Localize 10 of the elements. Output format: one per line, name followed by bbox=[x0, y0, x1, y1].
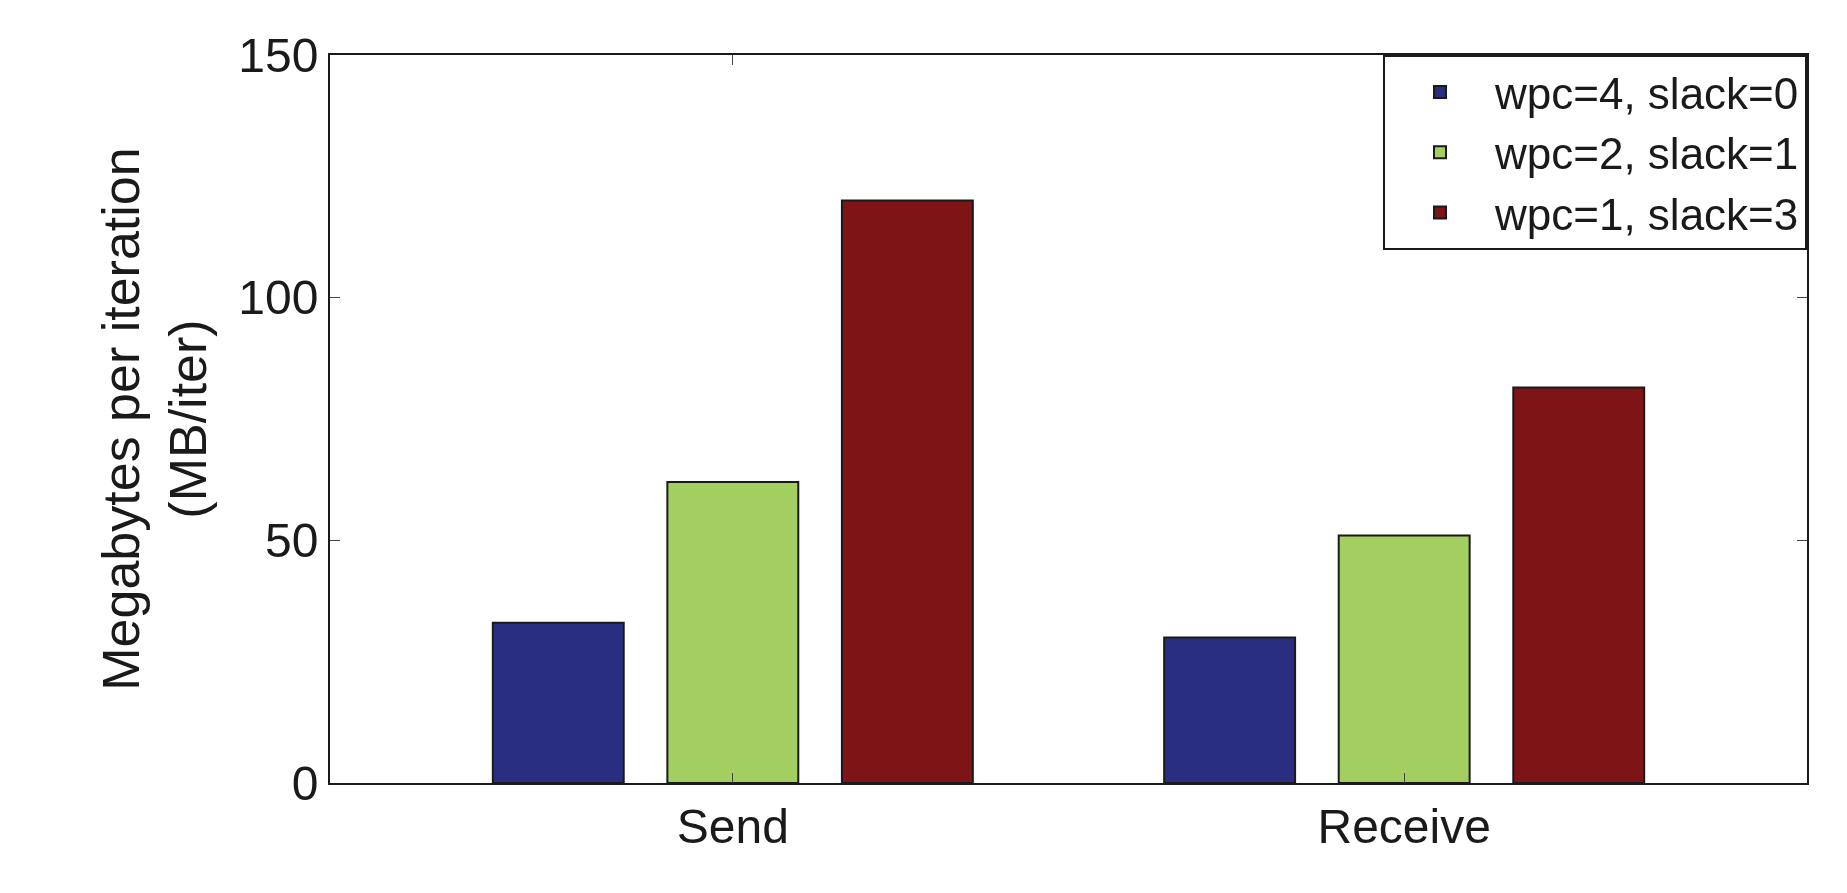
legend-label: wpc=4, slack=0 bbox=[1494, 69, 1799, 119]
legend-label: wpc=1, slack=3 bbox=[1494, 189, 1799, 239]
y-tick-label: 100 bbox=[238, 271, 319, 325]
y-tick-label: 150 bbox=[238, 28, 319, 82]
x-tick-label: Receive bbox=[1317, 799, 1491, 853]
y-axis-title: Megabytes per iteration (MB/iter) bbox=[91, 147, 218, 691]
y-tick-label: 50 bbox=[265, 514, 319, 568]
y-tick-label: 0 bbox=[291, 756, 319, 810]
x-tick-label: Send bbox=[676, 799, 789, 853]
legend-label: wpc=2, slack=1 bbox=[1494, 129, 1799, 179]
